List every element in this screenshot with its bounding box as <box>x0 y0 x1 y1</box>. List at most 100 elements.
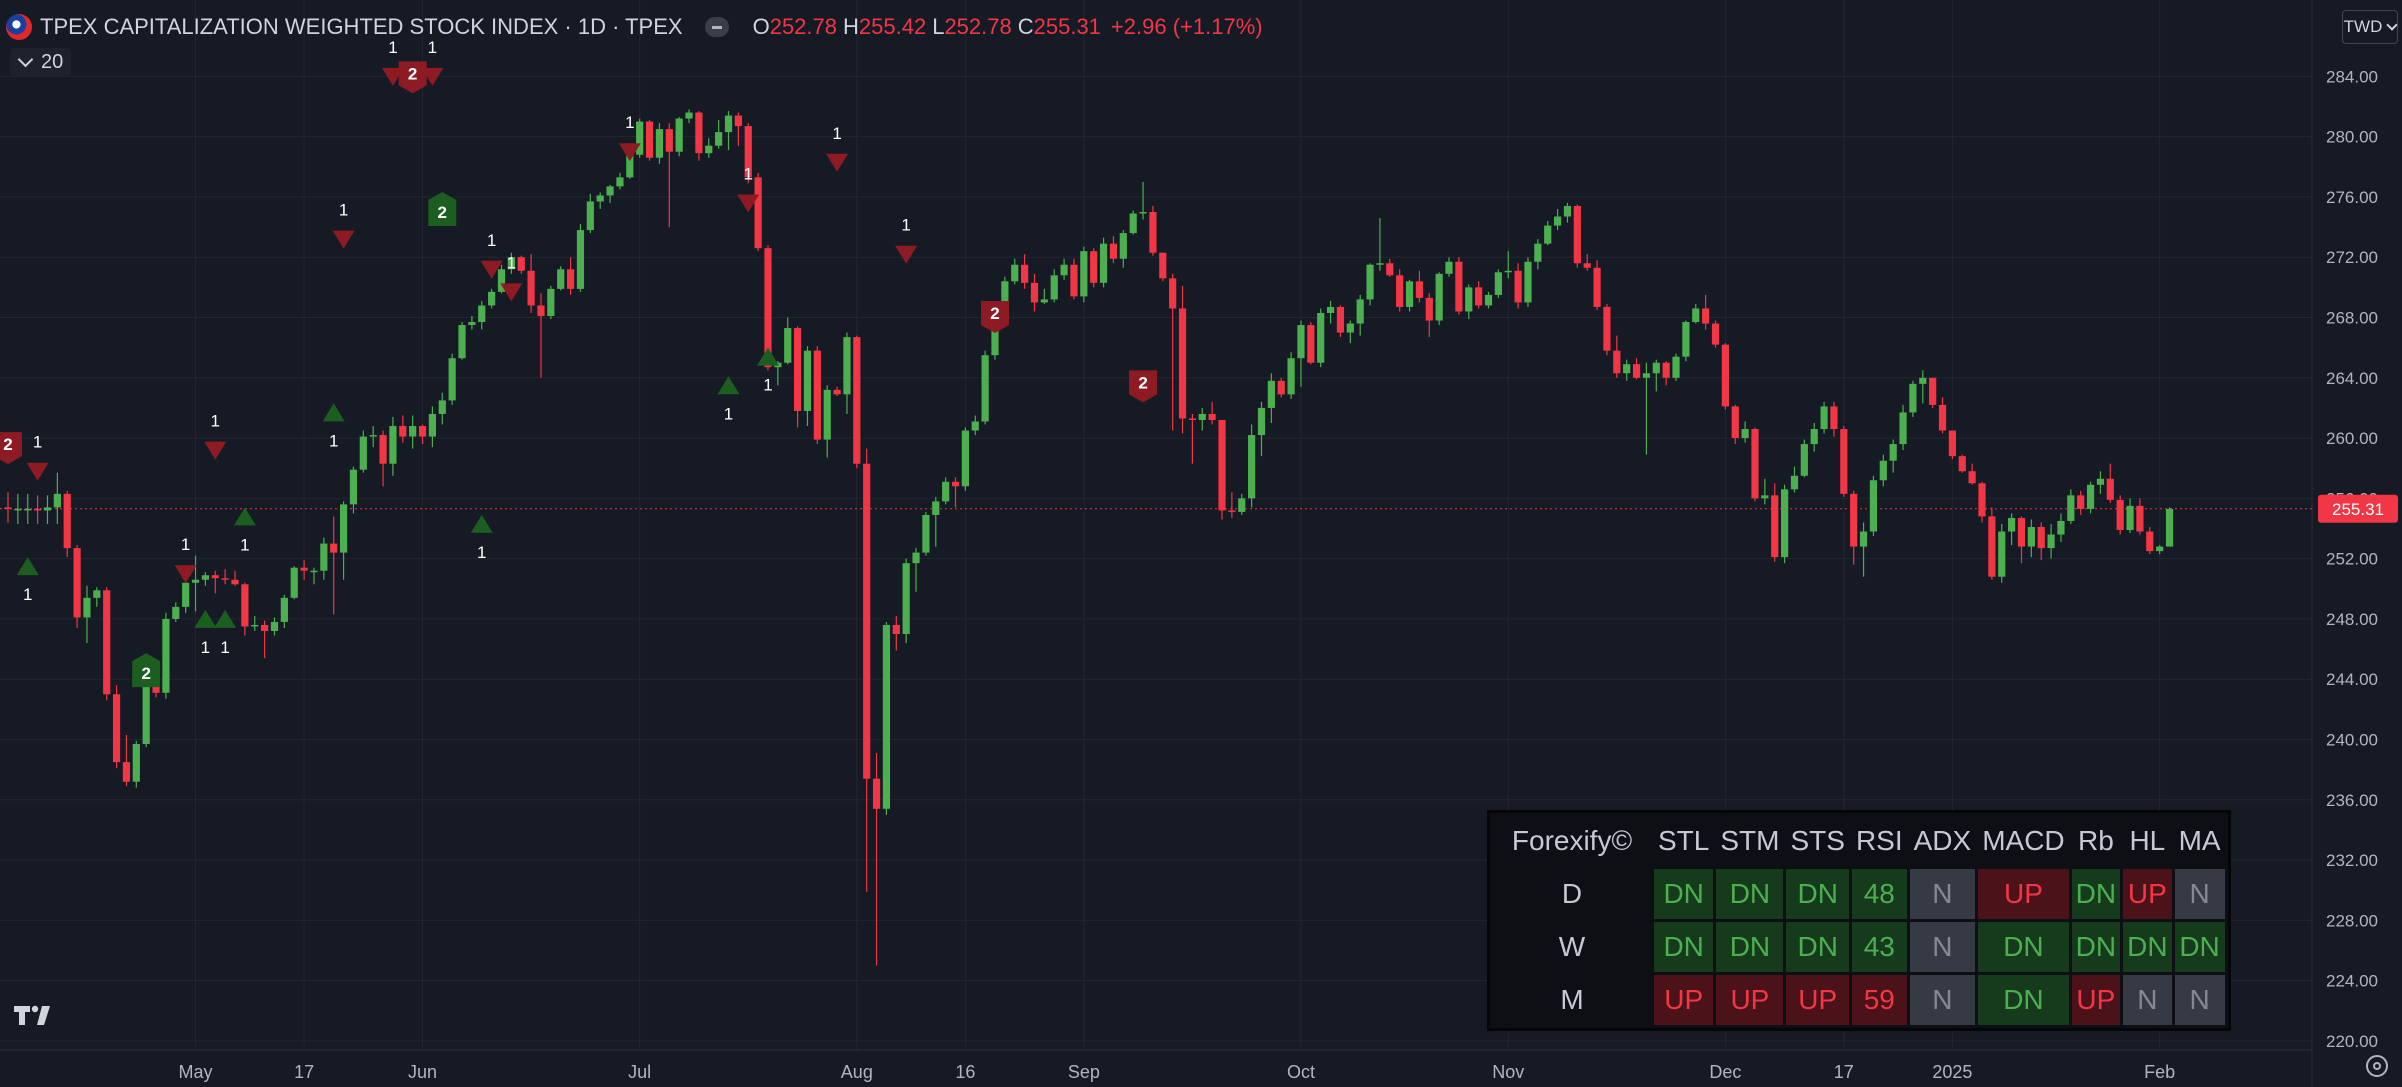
candle-body <box>1159 252 1167 279</box>
candle-body <box>330 543 338 553</box>
signal-triangle-up <box>194 609 217 628</box>
candle-body <box>2165 508 2174 547</box>
panel-cell: N <box>2174 869 2225 919</box>
candle-body <box>428 413 437 437</box>
chart-header: TPEX CAPITALIZATION WEIGHTED STOCK INDEX… <box>6 12 1263 42</box>
signal-badge-label: 2 <box>141 664 150 683</box>
candle-body <box>2037 526 2045 549</box>
signal-count-label: 1 <box>181 535 190 554</box>
signal-count-label: 1 <box>744 164 753 183</box>
candle-body <box>863 463 871 779</box>
signal-triangle-up <box>233 507 256 526</box>
signal-badge-label: 2 <box>3 435 12 454</box>
candle-body <box>1731 406 1739 439</box>
candle-body <box>537 305 545 316</box>
collapse-icon[interactable] <box>704 17 729 37</box>
candle-body <box>1998 531 2006 577</box>
signal-count-label: 1 <box>240 535 249 554</box>
candle-body <box>1938 404 1947 431</box>
candle-body <box>1682 322 1690 357</box>
candle-body <box>1899 412 1907 445</box>
candle-body <box>1455 261 1463 312</box>
candle-body <box>1514 270 1522 303</box>
candle-body <box>892 624 900 634</box>
candle-body <box>497 269 506 292</box>
price-axis-label: 248.00 <box>2326 610 2378 629</box>
candle-body <box>1386 263 1394 276</box>
candle-body <box>2086 484 2095 509</box>
settings-icon[interactable] <box>2366 1055 2388 1077</box>
candle-body <box>1169 278 1177 309</box>
signal-badge-green <box>428 191 457 226</box>
high-value: 255.42 <box>858 14 927 39</box>
candle-body <box>833 389 841 395</box>
candle-body <box>872 778 881 809</box>
signal-count-label: 1 <box>625 113 634 132</box>
candle-body <box>1021 264 1029 283</box>
time-axis-label: Jun <box>408 1062 437 1082</box>
candle-body <box>1583 263 1591 268</box>
candle-body <box>270 621 279 631</box>
candle-body <box>1090 251 1098 283</box>
candle-body <box>1109 243 1118 259</box>
candle-body <box>1958 456 1966 472</box>
candle-body <box>1208 413 1216 420</box>
candle-body <box>162 618 170 693</box>
candle-body <box>1692 308 1700 323</box>
candle-body <box>34 508 42 511</box>
signal-count-label: 1 <box>220 638 229 657</box>
panel-cell: DN <box>1654 869 1714 919</box>
candle-body <box>1040 299 1048 303</box>
candle-body <box>1178 308 1187 419</box>
panel-column-header: STM <box>1716 816 1784 866</box>
candle-body <box>132 744 140 782</box>
candle-body <box>1030 282 1039 303</box>
candle-body <box>1277 380 1285 395</box>
candle-body <box>2027 526 2035 547</box>
symbol-title[interactable]: TPEX CAPITALIZATION WEIGHTED STOCK INDEX… <box>40 14 683 39</box>
candle-body <box>803 350 812 411</box>
candle-body <box>784 328 792 363</box>
signal-triangle-up <box>756 347 779 366</box>
panel-cell: N <box>1909 975 1976 1025</box>
candle-body <box>586 201 594 231</box>
candle-body <box>2116 499 2124 531</box>
panel-cell: N <box>2174 975 2225 1025</box>
currency-selector[interactable]: TWD <box>2342 10 2399 44</box>
candle-body <box>1149 212 1157 253</box>
signal-count-label: 1 <box>329 431 338 450</box>
candle-body <box>191 579 200 583</box>
candle-body <box>73 548 81 618</box>
candle-body <box>1218 419 1226 511</box>
candle-body <box>1721 344 1729 407</box>
candle-body <box>1445 261 1453 274</box>
signal-triangle-down <box>737 194 760 213</box>
candle-body <box>1356 299 1364 324</box>
indicator-length-toggle[interactable]: 20 <box>10 48 72 76</box>
price-axis-label: 272.00 <box>2326 248 2378 267</box>
signal-count-label: 1 <box>901 216 910 235</box>
candle-body <box>1662 362 1670 378</box>
price-axis-label: 220.00 <box>2326 1032 2378 1051</box>
candle-body <box>1050 275 1058 300</box>
low-label: L <box>932 14 945 39</box>
panel-header-row: Forexify© STL STM STS RSI ADX MACD Rb HL MA <box>1493 816 2225 866</box>
candle-body <box>942 481 950 502</box>
panel-row-label: W <box>1493 922 1651 972</box>
candle-body <box>290 567 298 598</box>
candle-body <box>754 177 762 249</box>
candle-body <box>1346 323 1354 333</box>
candle-body <box>882 624 891 809</box>
candle-body <box>1336 306 1345 333</box>
candle-body <box>241 584 249 627</box>
panel-cell: N <box>1909 922 1976 972</box>
candle-body <box>1711 323 1720 345</box>
tradingview-logo-icon[interactable] <box>12 1003 60 1027</box>
signal-badge-label: 2 <box>438 203 447 222</box>
candle-body <box>1781 489 1789 558</box>
candle-body <box>1553 216 1562 226</box>
candle-body <box>981 355 989 422</box>
candle-body <box>665 129 673 152</box>
